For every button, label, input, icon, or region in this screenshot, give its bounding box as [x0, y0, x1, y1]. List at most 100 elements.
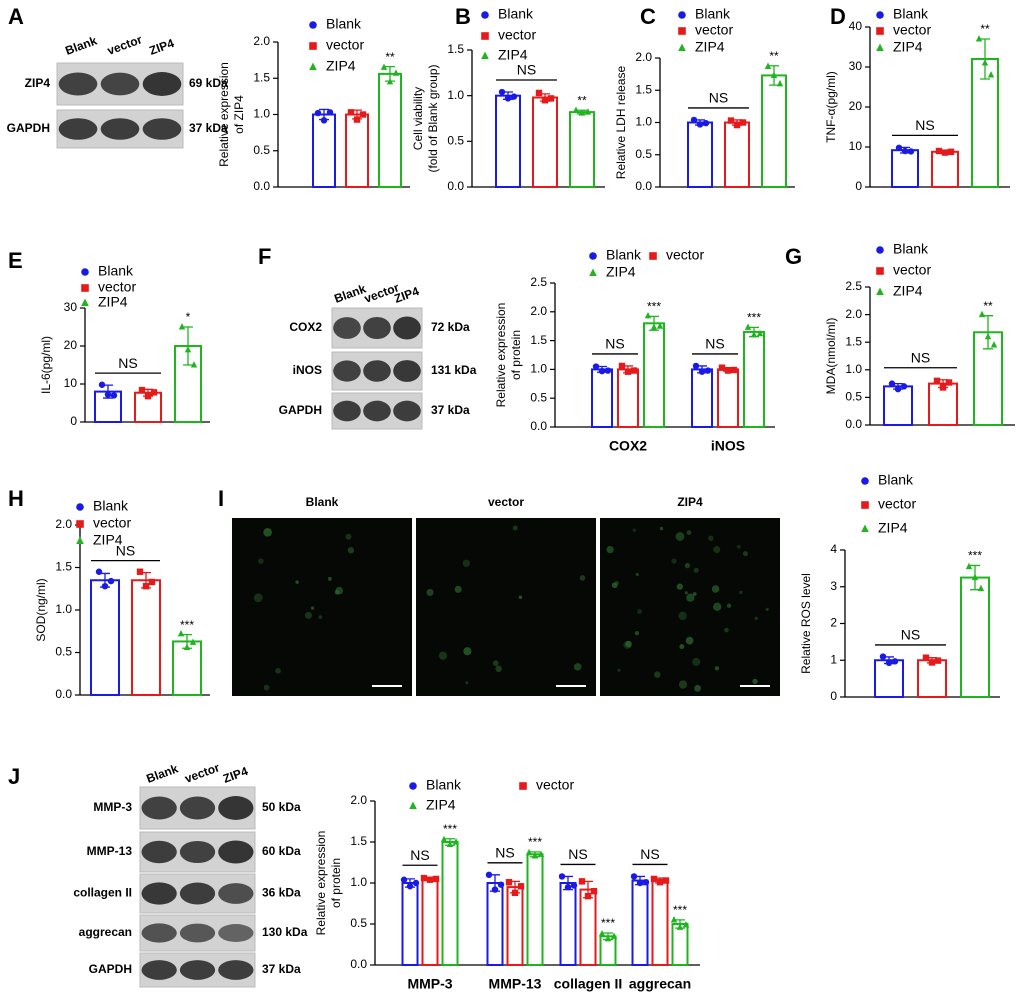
- ns-label: NS: [517, 62, 536, 78]
- blot-band: [100, 72, 140, 96]
- data-point: [977, 584, 985, 592]
- blot-band: [141, 796, 177, 820]
- data-point: [320, 117, 328, 124]
- legend-marker: [76, 503, 84, 511]
- data-point: [941, 149, 949, 156]
- y-tick-label: 0.5: [635, 147, 652, 161]
- legend-label: ZIP4: [93, 532, 123, 548]
- cell-signal: [676, 583, 683, 590]
- data-point: [939, 384, 947, 391]
- data-point: [148, 578, 156, 586]
- legend-marker: [309, 42, 317, 50]
- cell-signal: [347, 547, 355, 554]
- legend-label: Blank: [893, 6, 929, 22]
- cell-signal: [263, 527, 272, 537]
- legend-label: Blank: [93, 498, 129, 514]
- y-tick-label: 1.5: [55, 560, 72, 574]
- cell-signal: [694, 684, 701, 692]
- cell-signal: [739, 590, 743, 595]
- fluorescence-image: [416, 518, 596, 696]
- data-point: [107, 577, 115, 585]
- legend-marker: [876, 287, 884, 296]
- significance-label: **: [385, 50, 395, 64]
- data-point: [981, 59, 989, 66]
- data-point: [733, 121, 741, 129]
- blot-band: [179, 960, 216, 980]
- bar: [743, 330, 765, 428]
- bar: [532, 96, 558, 188]
- data-point: [776, 79, 784, 87]
- data-point: [386, 78, 394, 85]
- legend-label: Blank: [878, 472, 914, 488]
- cell-signal: [712, 602, 722, 612]
- y-tick-label: 20: [849, 99, 863, 113]
- cell-signal: [752, 678, 758, 685]
- cell-signal: [684, 562, 691, 569]
- cell-signal: [765, 607, 769, 612]
- bar: [401, 882, 419, 966]
- ns-label: NS: [118, 355, 137, 371]
- data-point: [718, 364, 726, 371]
- blot-band: [179, 923, 216, 943]
- cell-signal: [632, 528, 637, 532]
- row-label: GAPDH: [279, 403, 322, 417]
- data-point: [531, 852, 539, 859]
- data-point: [744, 323, 752, 330]
- data-point: [525, 848, 533, 856]
- data-point: [392, 69, 400, 76]
- row-label: ZIP4: [25, 76, 51, 90]
- legend-label: Blank: [695, 6, 731, 22]
- data-point: [682, 920, 690, 928]
- data-point: [183, 643, 191, 650]
- image-title: ZIP4: [677, 495, 703, 509]
- row-label: MMP-13: [87, 844, 133, 858]
- bar: [651, 879, 669, 966]
- data-point: [144, 392, 152, 400]
- panel-label: B: [455, 4, 471, 29]
- data-point: [359, 111, 367, 118]
- y-tick-label: 1.5: [845, 334, 862, 348]
- data-point: [564, 883, 572, 891]
- cell-signal: [713, 546, 721, 554]
- legend-label: vector: [326, 37, 364, 53]
- significance-label: **: [983, 299, 993, 313]
- cell-signal: [685, 636, 694, 645]
- data-point: [400, 876, 408, 883]
- y-tick-label: 2: [830, 616, 837, 630]
- bar: [441, 841, 459, 966]
- y-tick-label: 0.0: [55, 687, 72, 701]
- data-point: [570, 882, 578, 889]
- data-point: [491, 886, 499, 893]
- y-axis-label: Relative expression: [217, 62, 231, 167]
- y-tick-label: 1.0: [55, 602, 72, 616]
- y-tick-label: 1.5: [635, 82, 652, 96]
- ns-label: NS: [495, 845, 514, 861]
- cell-signal: [711, 585, 720, 593]
- row-label: iNOS: [293, 363, 322, 377]
- blot-band: [58, 72, 98, 96]
- data-point: [618, 362, 626, 370]
- legend-label: ZIP4: [893, 283, 923, 299]
- data-point: [978, 310, 986, 318]
- data-point: [511, 889, 519, 897]
- cell-signal: [637, 609, 643, 615]
- legend-label: ZIP4: [695, 39, 725, 55]
- data-point: [136, 568, 144, 575]
- x-tick-label: collagen II: [554, 976, 622, 992]
- data-point: [965, 562, 973, 570]
- ns-label: NS: [915, 117, 934, 133]
- bar: [643, 322, 665, 429]
- cell-signal: [678, 611, 687, 621]
- y-tick-label: 1: [830, 652, 837, 666]
- y-tick-label: 0: [70, 414, 77, 428]
- data-point: [750, 331, 758, 338]
- data-point: [485, 871, 493, 878]
- y-tick-label: 2.0: [635, 50, 652, 64]
- cell-signal: [335, 586, 344, 595]
- significance-label: ***: [601, 916, 615, 930]
- image-title: vector: [488, 495, 524, 509]
- y-axis-label: TNF-α(pg/ml): [824, 71, 838, 143]
- legend-marker: [876, 11, 884, 19]
- bar: [691, 368, 713, 428]
